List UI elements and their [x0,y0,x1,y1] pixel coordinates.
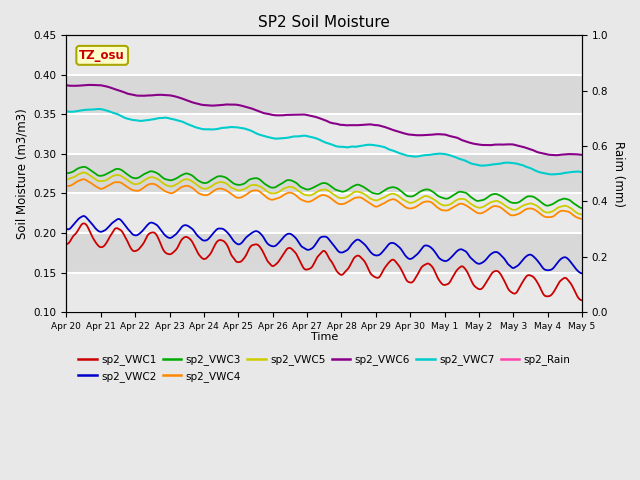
Bar [67,114,582,154]
Text: TZ_osu: TZ_osu [79,49,125,62]
Y-axis label: Soil Moisture (m3/m3): Soil Moisture (m3/m3) [15,108,28,239]
Title: SP2 Soil Moisture: SP2 Soil Moisture [259,15,390,30]
Legend: sp2_VWC1, sp2_VWC2, sp2_VWC3, sp2_VWC4, sp2_VWC5, sp2_VWC6, sp2_VWC7, sp2_Rain: sp2_VWC1, sp2_VWC2, sp2_VWC3, sp2_VWC4, … [74,350,575,386]
Bar [67,36,582,75]
X-axis label: Time: Time [310,332,338,342]
Bar [67,193,582,233]
Bar [67,273,582,312]
Y-axis label: Raim (mm): Raim (mm) [612,141,625,207]
